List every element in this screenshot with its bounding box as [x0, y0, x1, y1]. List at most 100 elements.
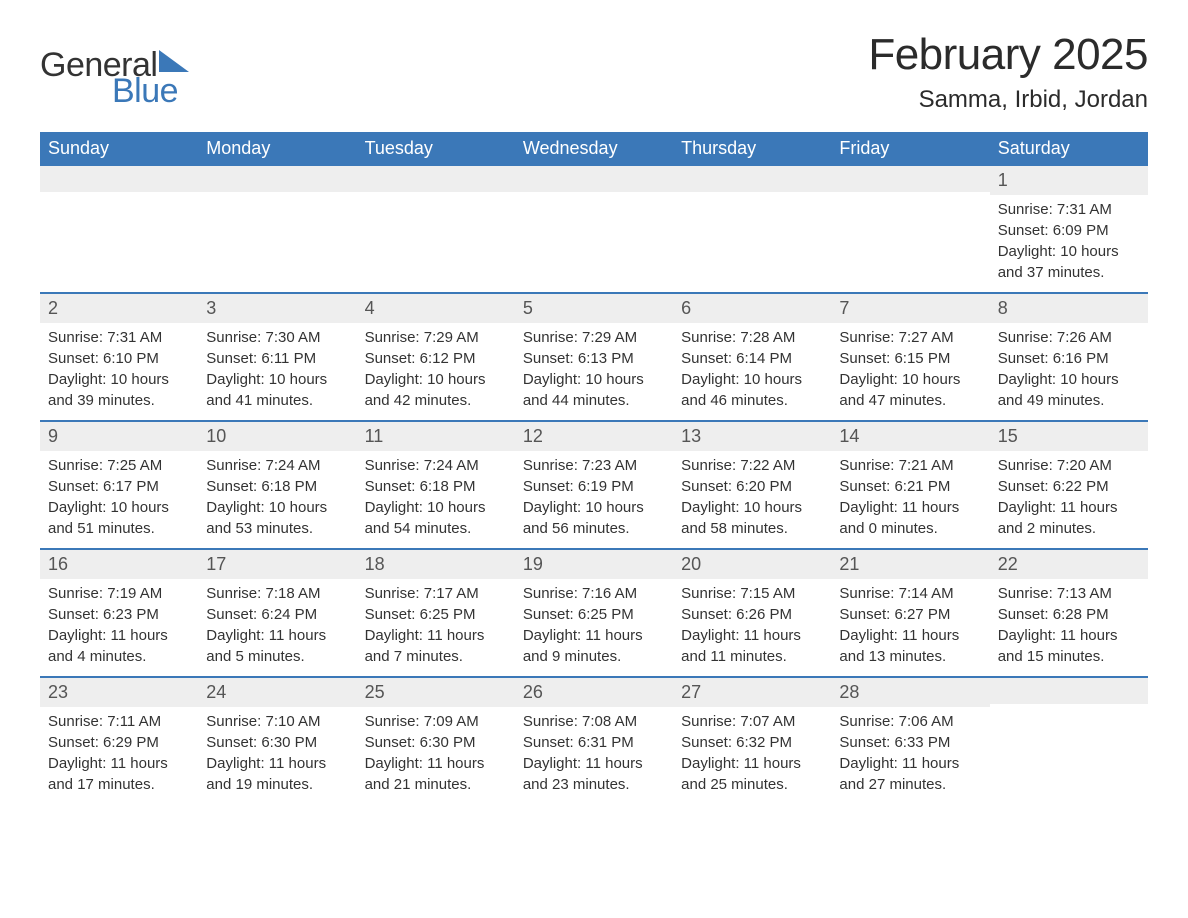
day-details: Sunrise: 7:07 AMSunset: 6:32 PMDaylight:… [681, 711, 823, 795]
day-number: 27 [673, 678, 831, 707]
sunrise-line: Sunrise: 7:18 AM [206, 583, 348, 604]
daylight-line-2: and 17 minutes. [48, 774, 190, 795]
daylight-line-2: and 46 minutes. [681, 390, 823, 411]
sunset-line: Sunset: 6:31 PM [523, 732, 665, 753]
sunrise-line: Sunrise: 7:10 AM [206, 711, 348, 732]
day-number [515, 166, 673, 192]
sunset-line: Sunset: 6:23 PM [48, 604, 190, 625]
daylight-line-1: Daylight: 10 hours [48, 497, 190, 518]
day-cell [990, 678, 1148, 804]
daylight-line-2: and 27 minutes. [839, 774, 981, 795]
sunset-line: Sunset: 6:17 PM [48, 476, 190, 497]
sunrise-line: Sunrise: 7:29 AM [365, 327, 507, 348]
daylight-line-2: and 58 minutes. [681, 518, 823, 539]
sunrise-line: Sunrise: 7:20 AM [998, 455, 1140, 476]
day-details: Sunrise: 7:27 AMSunset: 6:15 PMDaylight:… [839, 327, 981, 411]
sunset-line: Sunset: 6:16 PM [998, 348, 1140, 369]
day-details: Sunrise: 7:31 AMSunset: 6:10 PMDaylight:… [48, 327, 190, 411]
day-details: Sunrise: 7:24 AMSunset: 6:18 PMDaylight:… [206, 455, 348, 539]
day-number: 16 [40, 550, 198, 579]
daylight-line-2: and 2 minutes. [998, 518, 1140, 539]
day-number: 10 [198, 422, 356, 451]
day-cell: 24 Sunrise: 7:10 AMSunset: 6:30 PMDayligh… [198, 678, 356, 804]
daylight-line-2: and 23 minutes. [523, 774, 665, 795]
day-number: 19 [515, 550, 673, 579]
sunrise-line: Sunrise: 7:23 AM [523, 455, 665, 476]
sunset-line: Sunset: 6:25 PM [523, 604, 665, 625]
day-number [990, 678, 1148, 704]
sunset-line: Sunset: 6:30 PM [365, 732, 507, 753]
daylight-line-2: and 56 minutes. [523, 518, 665, 539]
day-details: Sunrise: 7:06 AMSunset: 6:33 PMDaylight:… [839, 711, 981, 795]
sunrise-line: Sunrise: 7:06 AM [839, 711, 981, 732]
day-number: 11 [357, 422, 515, 451]
dow-thursday: Thursday [673, 132, 831, 166]
day-number [357, 166, 515, 192]
daylight-line-1: Daylight: 10 hours [365, 369, 507, 390]
day-number: 24 [198, 678, 356, 707]
day-number: 20 [673, 550, 831, 579]
sunset-line: Sunset: 6:29 PM [48, 732, 190, 753]
daylight-line-1: Daylight: 10 hours [998, 241, 1140, 262]
sunset-line: Sunset: 6:13 PM [523, 348, 665, 369]
daylight-line-2: and 37 minutes. [998, 262, 1140, 283]
day-details: Sunrise: 7:28 AMSunset: 6:14 PMDaylight:… [681, 327, 823, 411]
day-cell: 5Sunrise: 7:29 AMSunset: 6:13 PMDaylight… [515, 294, 673, 420]
day-cell: 1Sunrise: 7:31 AMSunset: 6:09 PMDaylight… [990, 166, 1148, 292]
sunrise-line: Sunrise: 7:08 AM [523, 711, 665, 732]
daylight-line-1: Daylight: 11 hours [681, 753, 823, 774]
day-number: 22 [990, 550, 1148, 579]
day-details: Sunrise: 7:10 AMSunset: 6:30 PMDaylight:… [206, 711, 348, 795]
daylight-line-1: Daylight: 10 hours [523, 369, 665, 390]
sunrise-line: Sunrise: 7:26 AM [998, 327, 1140, 348]
week-row: 23Sunrise: 7:11 AMSunset: 6:29 PMDayligh… [40, 676, 1148, 804]
day-details: Sunrise: 7:17 AMSunset: 6:25 PMDaylight:… [365, 583, 507, 667]
daylight-line-2: and 39 minutes. [48, 390, 190, 411]
day-number: 8 [990, 294, 1148, 323]
daylight-line-1: Daylight: 10 hours [681, 497, 823, 518]
daylight-line-2: and 21 minutes. [365, 774, 507, 795]
daylight-line-1: Daylight: 11 hours [206, 625, 348, 646]
day-cell: 23Sunrise: 7:11 AMSunset: 6:29 PMDayligh… [40, 678, 198, 804]
dow-friday: Friday [831, 132, 989, 166]
daylight-line-1: Daylight: 10 hours [48, 369, 190, 390]
day-number: 28 [831, 678, 989, 707]
day-details: Sunrise: 7:26 AMSunset: 6:16 PMDaylight:… [998, 327, 1140, 411]
sunrise-line: Sunrise: 7:31 AM [48, 327, 190, 348]
daylight-line-1: Daylight: 10 hours [365, 497, 507, 518]
day-cell: 17Sunrise: 7:18 AMSunset: 6:24 PMDayligh… [198, 550, 356, 676]
sunset-line: Sunset: 6:28 PM [998, 604, 1140, 625]
logo: General Blue [40, 48, 189, 108]
sunset-line: Sunset: 6:30 PM [206, 732, 348, 753]
sunrise-line: Sunrise: 7:16 AM [523, 583, 665, 604]
daylight-line-1: Daylight: 11 hours [839, 753, 981, 774]
day-details: Sunrise: 7:18 AMSunset: 6:24 PMDaylight:… [206, 583, 348, 667]
sunset-line: Sunset: 6:12 PM [365, 348, 507, 369]
day-cell: 26Sunrise: 7:08 AMSunset: 6:31 PMDayligh… [515, 678, 673, 804]
day-cell [673, 166, 831, 292]
day-number: 5 [515, 294, 673, 323]
day-cell: 2Sunrise: 7:31 AMSunset: 6:10 PMDaylight… [40, 294, 198, 420]
sunset-line: Sunset: 6:22 PM [998, 476, 1140, 497]
daylight-line-2: and 51 minutes. [48, 518, 190, 539]
daylight-line-2: and 42 minutes. [365, 390, 507, 411]
day-cell: 16 Sunrise: 7:19 AMSunset: 6:23 PMDayligh… [40, 550, 198, 676]
week-row: 9Sunrise: 7:25 AMSunset: 6:17 PMDaylight… [40, 420, 1148, 548]
sunset-line: Sunset: 6:09 PM [998, 220, 1140, 241]
day-details: Sunrise: 7:19 AMSunset: 6:23 PMDaylight:… [48, 583, 190, 667]
day-number: 14 [831, 422, 989, 451]
sunset-line: Sunset: 6:15 PM [839, 348, 981, 369]
daylight-line-1: Daylight: 11 hours [839, 497, 981, 518]
dow-wednesday: Wednesday [515, 132, 673, 166]
daylight-line-1: Daylight: 11 hours [998, 625, 1140, 646]
day-number [198, 166, 356, 192]
day-of-week-header: Sunday Monday Tuesday Wednesday Thursday… [40, 132, 1148, 166]
day-details: Sunrise: 7:14 AMSunset: 6:27 PMDaylight:… [839, 583, 981, 667]
daylight-line-1: Daylight: 10 hours [206, 369, 348, 390]
daylight-line-1: Daylight: 11 hours [365, 753, 507, 774]
day-cell: 11Sunrise: 7:24 AMSunset: 6:18 PMDayligh… [357, 422, 515, 548]
sunrise-line: Sunrise: 7:21 AM [839, 455, 981, 476]
day-cell: 27 Sunrise: 7:07 AMSunset: 6:32 PMDayligh… [673, 678, 831, 804]
daylight-line-1: Daylight: 10 hours [998, 369, 1140, 390]
day-cell: 4Sunrise: 7:29 AMSunset: 6:12 PMDaylight… [357, 294, 515, 420]
